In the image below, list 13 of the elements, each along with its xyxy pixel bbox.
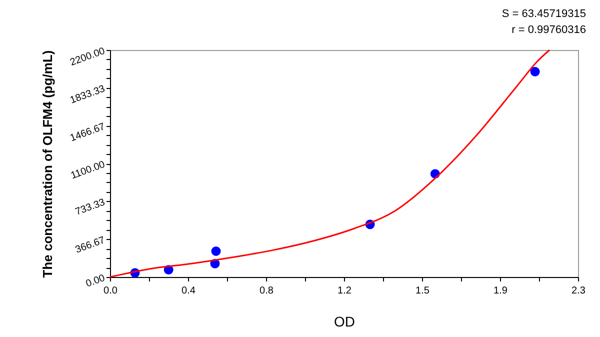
text: S = 63.45719315 bbox=[502, 7, 586, 22]
text: r = 0.99760316 bbox=[510, 23, 586, 38]
y-tick-label: 733.33 bbox=[74, 196, 107, 218]
x-tick-label: 1.2 bbox=[338, 286, 352, 296]
x-axis-title: OD bbox=[334, 314, 355, 330]
y-axis-title: The concentration of OLFM4 (pg/mL) bbox=[40, 50, 55, 278]
x-tick-label: 2.3 bbox=[572, 286, 586, 296]
x-tick-label: 0.8 bbox=[260, 286, 274, 296]
x-tick-label: 1.5 bbox=[416, 286, 430, 296]
x-tick-label: 0.0 bbox=[104, 286, 118, 296]
x-tick-label: 0.4 bbox=[182, 286, 196, 296]
x-tick-label: 1.9 bbox=[494, 286, 508, 296]
y-tick-label: 366.67 bbox=[74, 234, 107, 256]
